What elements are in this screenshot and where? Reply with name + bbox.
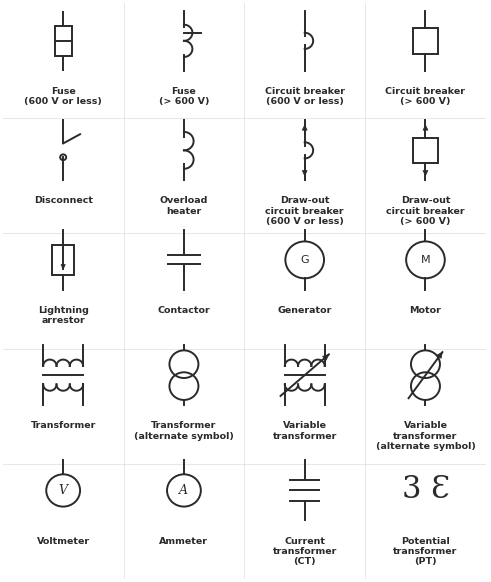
Text: Overload
heater: Overload heater [160, 197, 208, 216]
Text: 3: 3 [401, 474, 421, 505]
Polygon shape [423, 171, 428, 176]
Text: Current
transformer
(CT): Current transformer (CT) [273, 537, 337, 566]
Bar [413, 138, 437, 163]
Text: Voltmeter: Voltmeter [37, 537, 90, 545]
Text: M: M [421, 255, 430, 265]
Polygon shape [302, 171, 307, 176]
Polygon shape [436, 352, 442, 359]
Text: Draw-out
circuit breaker
(600 V or less): Draw-out circuit breaker (600 V or less) [266, 197, 344, 226]
Text: Ɛ: Ɛ [430, 474, 449, 505]
Text: Lightning
arrestor: Lightning arrestor [38, 306, 88, 325]
Text: Fuse
(600 V or less): Fuse (600 V or less) [24, 87, 102, 107]
Polygon shape [423, 125, 428, 130]
Text: Variable
transformer: Variable transformer [273, 421, 337, 441]
Polygon shape [61, 264, 65, 269]
Text: Fuse
(> 600 V): Fuse (> 600 V) [159, 87, 209, 107]
Polygon shape [323, 354, 329, 360]
Text: Circuit breaker
(> 600 V): Circuit breaker (> 600 V) [385, 87, 465, 107]
Text: Draw-out
circuit breaker
(> 600 V): Draw-out circuit breaker (> 600 V) [386, 197, 465, 226]
Text: Variable
transformer
(alternate symbol): Variable transformer (alternate symbol) [376, 421, 475, 451]
Polygon shape [302, 125, 307, 130]
Bar [413, 28, 437, 54]
Text: V: V [58, 484, 68, 497]
Text: Transformer
(alternate symbol): Transformer (alternate symbol) [134, 421, 234, 441]
Text: Ammeter: Ammeter [160, 537, 209, 545]
Bar [55, 26, 72, 56]
Text: Generator: Generator [277, 306, 332, 315]
Text: Transformer: Transformer [30, 421, 96, 430]
Bar [53, 245, 74, 275]
Text: Motor: Motor [409, 306, 441, 315]
Text: Contactor: Contactor [158, 306, 210, 315]
Text: Circuit breaker
(600 V or less): Circuit breaker (600 V or less) [265, 87, 345, 107]
Text: Potential
transformer
(PT): Potential transformer (PT) [393, 537, 458, 566]
Text: Disconnect: Disconnect [34, 197, 93, 205]
Text: A: A [179, 484, 189, 497]
Text: G: G [300, 255, 309, 265]
